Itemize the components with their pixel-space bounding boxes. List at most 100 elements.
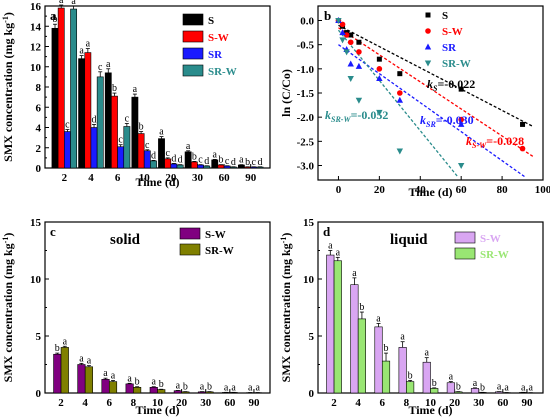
x-tick-label: 8 — [131, 397, 137, 409]
significance-label: d — [171, 153, 176, 164]
y-tick-label: 5 — [36, 331, 42, 343]
y-tick-label: 16 — [30, 1, 42, 13]
bar-sr — [143, 150, 151, 169]
significance-label: c — [145, 140, 150, 151]
significance-label: a — [239, 155, 244, 166]
rate-constant-label: kSR-W=-0.052 — [325, 108, 388, 124]
significance-label: a — [87, 356, 92, 367]
data-point-triangle-down — [347, 76, 354, 82]
significance-label: a — [528, 383, 533, 394]
significance-label: d — [204, 156, 209, 167]
bar-sr-w — [84, 366, 93, 394]
legend-label: SR-W — [442, 58, 471, 70]
legend-label: S-W — [205, 229, 226, 241]
x-tick-label: 2 — [331, 397, 337, 409]
bar-s-w — [137, 133, 145, 169]
bar-sr-w — [96, 76, 104, 169]
k-symbol: k — [420, 113, 426, 127]
y-tick-label: 0 — [36, 163, 42, 175]
data-point-circle — [519, 145, 526, 152]
y-tick-label: 4 — [36, 123, 42, 135]
bar-sr-w — [150, 160, 157, 169]
x-tick-label: 90 — [248, 397, 260, 409]
y-tick-label: -1.5 — [297, 88, 315, 100]
bar-s-w — [326, 254, 335, 394]
significance-label: a — [352, 268, 357, 279]
data-point-square — [397, 71, 403, 77]
legend-swatch — [454, 231, 476, 244]
k-subscript: S-W — [472, 141, 487, 150]
legend-label: SR — [442, 42, 457, 54]
legend-swatch — [179, 227, 201, 240]
legend-label: S — [208, 15, 214, 27]
bar-s-w — [190, 161, 198, 169]
x-tick-label: 100 — [535, 184, 550, 196]
legend-label: S-W — [480, 233, 501, 245]
k-subscript: SR — [426, 120, 436, 129]
significance-label: b — [55, 343, 60, 354]
x-tick-label: 10 — [139, 172, 151, 184]
y-tick-label: -2.5 — [297, 136, 315, 148]
legend-label: S-W — [208, 32, 229, 44]
x-axis-label: Time (d) — [408, 185, 452, 199]
significance-label: b — [480, 382, 485, 393]
x-tick-label: 10 — [425, 397, 437, 409]
bar-s-w — [164, 158, 172, 169]
x-axis-label: Time (d) — [135, 175, 179, 189]
y-tick-label: 8 — [36, 82, 42, 94]
x-tick-label: 6 — [115, 172, 121, 184]
rate-constant-label: kS-W=-0.028 — [466, 134, 524, 150]
data-point-triangle-down — [355, 97, 363, 104]
legend-label: SR-W — [208, 66, 237, 78]
k-value: =-0.052 — [351, 108, 389, 122]
bar-s-w — [446, 382, 455, 394]
bar-sr-w — [430, 388, 439, 394]
fit-line — [338, 44, 527, 179]
x-tick-label: 20 — [165, 172, 177, 184]
data-point-square — [458, 86, 464, 92]
bar-s-w — [422, 361, 431, 394]
x-tick-label: 10 — [152, 397, 164, 409]
significance-label: b — [159, 379, 164, 390]
y-tick-label: 2 — [36, 143, 42, 155]
legend-marker — [424, 60, 432, 67]
x-tick-label: 40 — [415, 184, 427, 196]
bar-sr-w — [357, 318, 366, 394]
y-tick-label: -1.0 — [297, 64, 315, 76]
bar-s — [78, 58, 86, 169]
significance-label: a — [449, 372, 454, 383]
significance-label: c — [118, 135, 123, 146]
significance-label: b — [183, 382, 188, 393]
data-point-circle — [356, 49, 362, 55]
x-tick-label: 30 — [473, 397, 485, 409]
bar-s — [104, 72, 112, 169]
x-axis-label: Time (d) — [135, 403, 179, 417]
legend-swatch — [182, 30, 204, 43]
y-axis-label-sup: -1 — [279, 237, 288, 244]
y-axis-label-end: ) — [1, 12, 15, 16]
data-point-square — [376, 56, 382, 62]
significance-label: a — [79, 353, 84, 364]
data-point-circle — [397, 90, 403, 96]
x-tick-label: 4 — [88, 172, 94, 184]
significance-label: d — [231, 157, 236, 168]
y-tick-label: 5 — [309, 331, 315, 343]
k-value: =-0.030 — [436, 113, 474, 127]
k-subscript: SR-W — [331, 115, 351, 124]
significance-label: a — [224, 382, 229, 393]
x-tick-label: 20 — [449, 397, 461, 409]
panel-b: 0 20 40 60 80 100 0.0 -0.5 -1.0 -1.5 -2.0 -2.5 -3.0 S… — [279, 5, 550, 199]
significance-label: b — [112, 83, 117, 94]
legend-swatch — [179, 243, 201, 256]
bar-s-w — [57, 7, 65, 169]
significance-label: c — [252, 157, 257, 168]
data-point-square — [348, 32, 354, 38]
data-point-triangle — [347, 60, 354, 67]
bar-s-w — [111, 95, 118, 169]
bar-s — [131, 96, 139, 169]
bar-s-w — [53, 353, 62, 394]
bar-sr-w — [123, 126, 131, 169]
y-tick-label: 14 — [30, 21, 42, 33]
significance-label: b — [456, 382, 461, 393]
